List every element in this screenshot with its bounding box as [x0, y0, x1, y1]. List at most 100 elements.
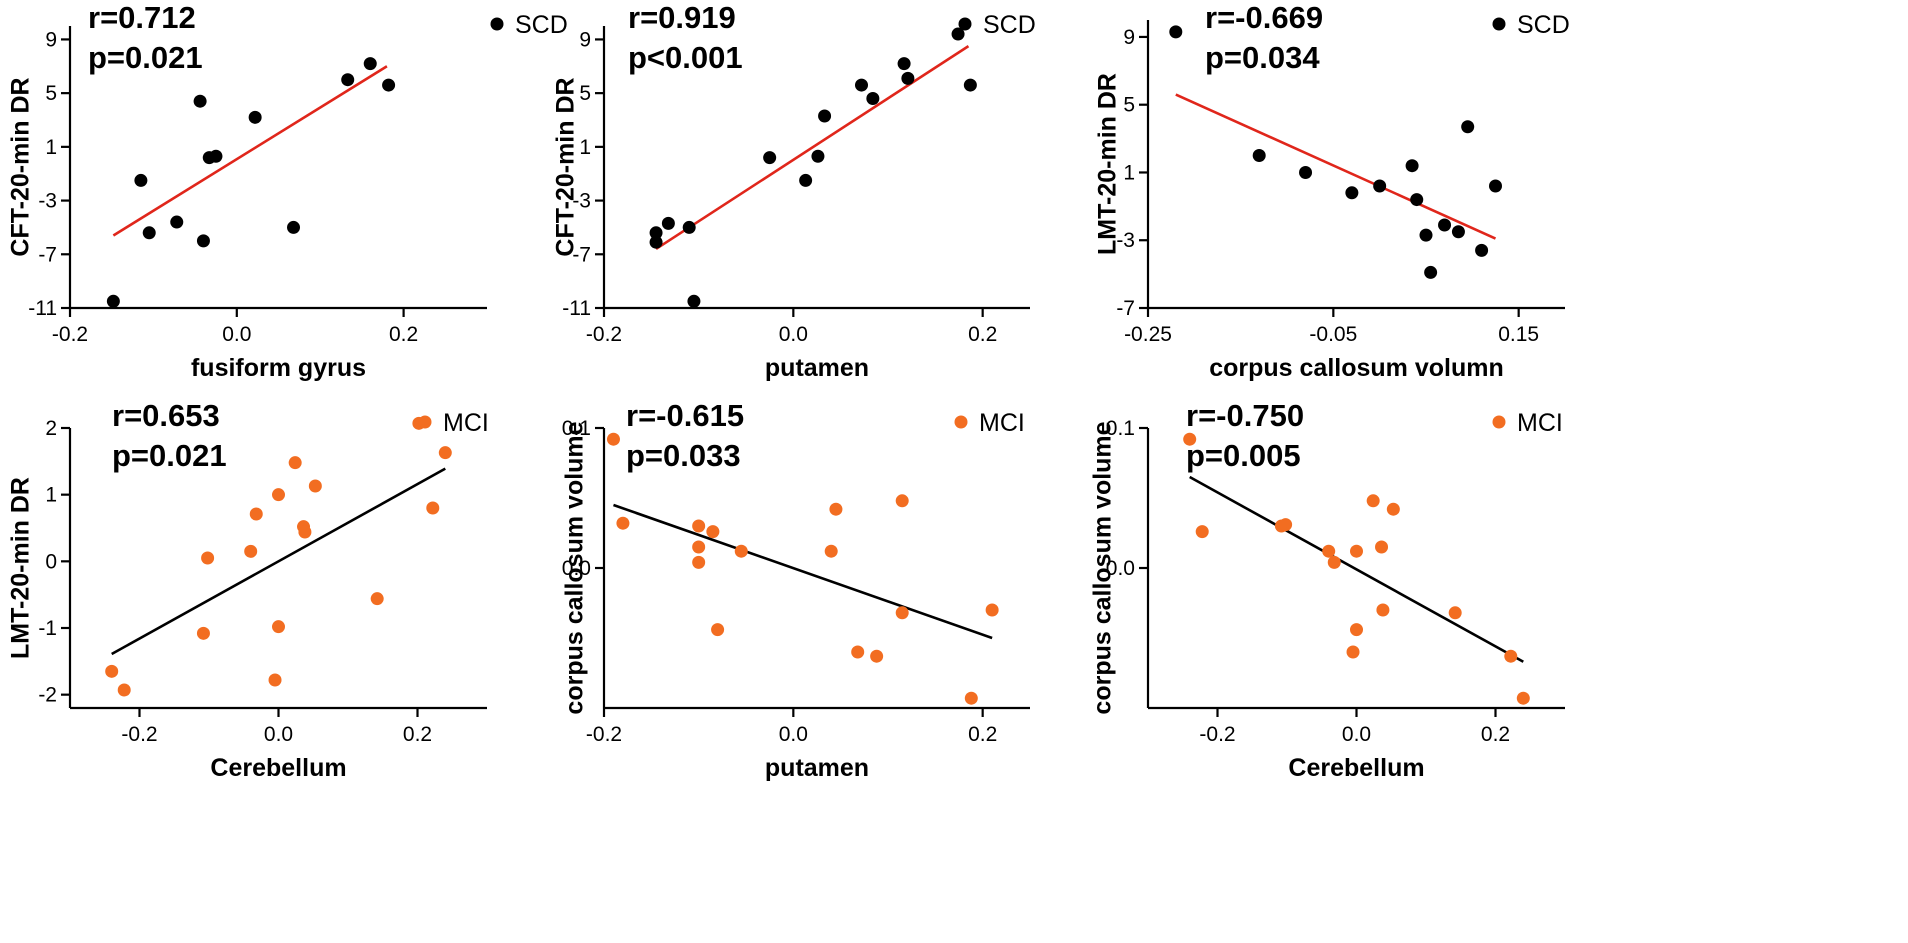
- data-point: [682, 220, 696, 234]
- x-tick-label: 0.2: [1481, 723, 1510, 746]
- stat-annotation: r=0.653: [112, 398, 220, 433]
- y-tick-label: -3: [572, 190, 591, 213]
- data-point: [1195, 525, 1209, 539]
- data-point: [1448, 606, 1462, 620]
- data-point: [1475, 243, 1489, 257]
- y-tick-label: -7: [38, 243, 57, 266]
- y-tick-label: 9: [45, 28, 57, 51]
- x-axis-label: corpus callosum volumn: [1209, 354, 1504, 382]
- data-point: [649, 226, 663, 240]
- x-tick-label: 0.0: [1342, 723, 1371, 746]
- legend-label: SCD: [983, 11, 1036, 39]
- y-tick-label: 0.1: [1106, 417, 1135, 440]
- stat-annotation: p<0.001: [628, 40, 743, 75]
- data-point: [105, 664, 119, 678]
- x-tick-label: -0.2: [1199, 723, 1235, 746]
- stat-annotation: r=-0.615: [626, 398, 744, 433]
- data-point: [866, 92, 880, 106]
- y-tick-label: 1: [579, 136, 591, 159]
- data-point: [170, 215, 184, 229]
- y-tick-label: 1: [45, 136, 57, 159]
- data-point: [249, 507, 263, 521]
- data-point: [142, 226, 156, 240]
- y-tick-label: 1: [1123, 161, 1135, 184]
- data-point: [1376, 603, 1390, 617]
- stat-annotation: r=0.919: [628, 0, 736, 35]
- legend-label: MCI: [443, 409, 489, 437]
- data-point: [1350, 544, 1363, 558]
- data-point: [1438, 218, 1452, 232]
- y-axis-label: corpus callosum volume: [1089, 421, 1117, 714]
- x-axis-label: putamen: [765, 754, 869, 782]
- x-tick-label: -0.2: [586, 723, 622, 746]
- y-tick-label: -3: [1116, 229, 1135, 252]
- x-tick-label: 0.0: [222, 323, 251, 346]
- data-point: [1405, 159, 1419, 173]
- x-tick-label: -0.05: [1309, 323, 1357, 346]
- data-point: [201, 551, 215, 565]
- data-point: [1252, 149, 1266, 163]
- data-point: [370, 592, 384, 606]
- legend-marker: [954, 415, 968, 429]
- y-tick-label: 2: [45, 417, 57, 440]
- x-tick-label: 0.0: [779, 723, 808, 746]
- stat-annotation: p=0.021: [88, 40, 203, 75]
- y-axis-label: corpus callosum volume: [561, 421, 589, 714]
- data-point: [897, 57, 911, 71]
- data-point: [1346, 645, 1360, 659]
- data-point: [985, 603, 999, 617]
- data-point: [1410, 193, 1424, 207]
- data-point: [649, 235, 663, 249]
- x-axis-label: Cerebellum: [210, 754, 346, 782]
- data-point: [692, 540, 706, 554]
- y-tick-label: 5: [45, 82, 57, 105]
- data-point: [1327, 555, 1341, 569]
- data-point: [1366, 494, 1380, 508]
- y-tick-label: 5: [579, 82, 591, 105]
- y-tick-label: 9: [579, 28, 591, 51]
- data-point: [196, 626, 210, 640]
- legend-label: MCI: [1517, 409, 1563, 437]
- data-point: [134, 173, 148, 187]
- data-point: [1424, 265, 1438, 279]
- legend-marker: [958, 17, 972, 31]
- data-point: [1322, 544, 1336, 558]
- data-point: [106, 294, 120, 308]
- regression-line: [1189, 475, 1524, 663]
- data-point: [818, 109, 832, 123]
- stat-annotation: r=-0.669: [1205, 0, 1323, 35]
- data-point: [1451, 225, 1465, 239]
- data-point: [298, 525, 312, 539]
- data-point: [244, 544, 258, 558]
- y-tick-label: -7: [1116, 297, 1135, 320]
- x-tick-label: 0.2: [968, 723, 997, 746]
- data-point: [117, 683, 131, 697]
- data-point: [799, 173, 813, 187]
- data-point: [272, 488, 285, 502]
- data-point: [895, 606, 909, 620]
- legend-marker: [1492, 17, 1506, 31]
- regression-line: [112, 65, 388, 237]
- data-point: [248, 110, 262, 124]
- chart-panel-bottom-right: -0.2 0.0 0.2 0.0 0.1 Cerebellum corpus callosu…: [1089, 398, 1565, 782]
- data-point: [829, 502, 843, 516]
- data-point: [964, 691, 978, 705]
- data-point: [661, 216, 675, 230]
- data-point: [1419, 228, 1433, 242]
- regression-line: [613, 503, 993, 640]
- x-tick-label: -0.2: [586, 323, 622, 346]
- x-tick-label: 0.2: [968, 323, 997, 346]
- y-tick-label: -11: [562, 297, 591, 320]
- data-point: [426, 501, 440, 515]
- y-tick-label: -3: [38, 190, 57, 213]
- y-tick-label: 1: [45, 484, 57, 507]
- data-point: [363, 57, 377, 71]
- data-point: [1461, 120, 1475, 134]
- data-point: [1373, 179, 1387, 193]
- y-axis-label: CFT-20-min DR: [7, 77, 35, 256]
- y-tick-label: -7: [572, 243, 591, 266]
- data-point: [1183, 432, 1197, 446]
- data-point: [1375, 540, 1389, 554]
- x-tick-label: 0.2: [403, 723, 432, 746]
- data-point: [341, 73, 355, 87]
